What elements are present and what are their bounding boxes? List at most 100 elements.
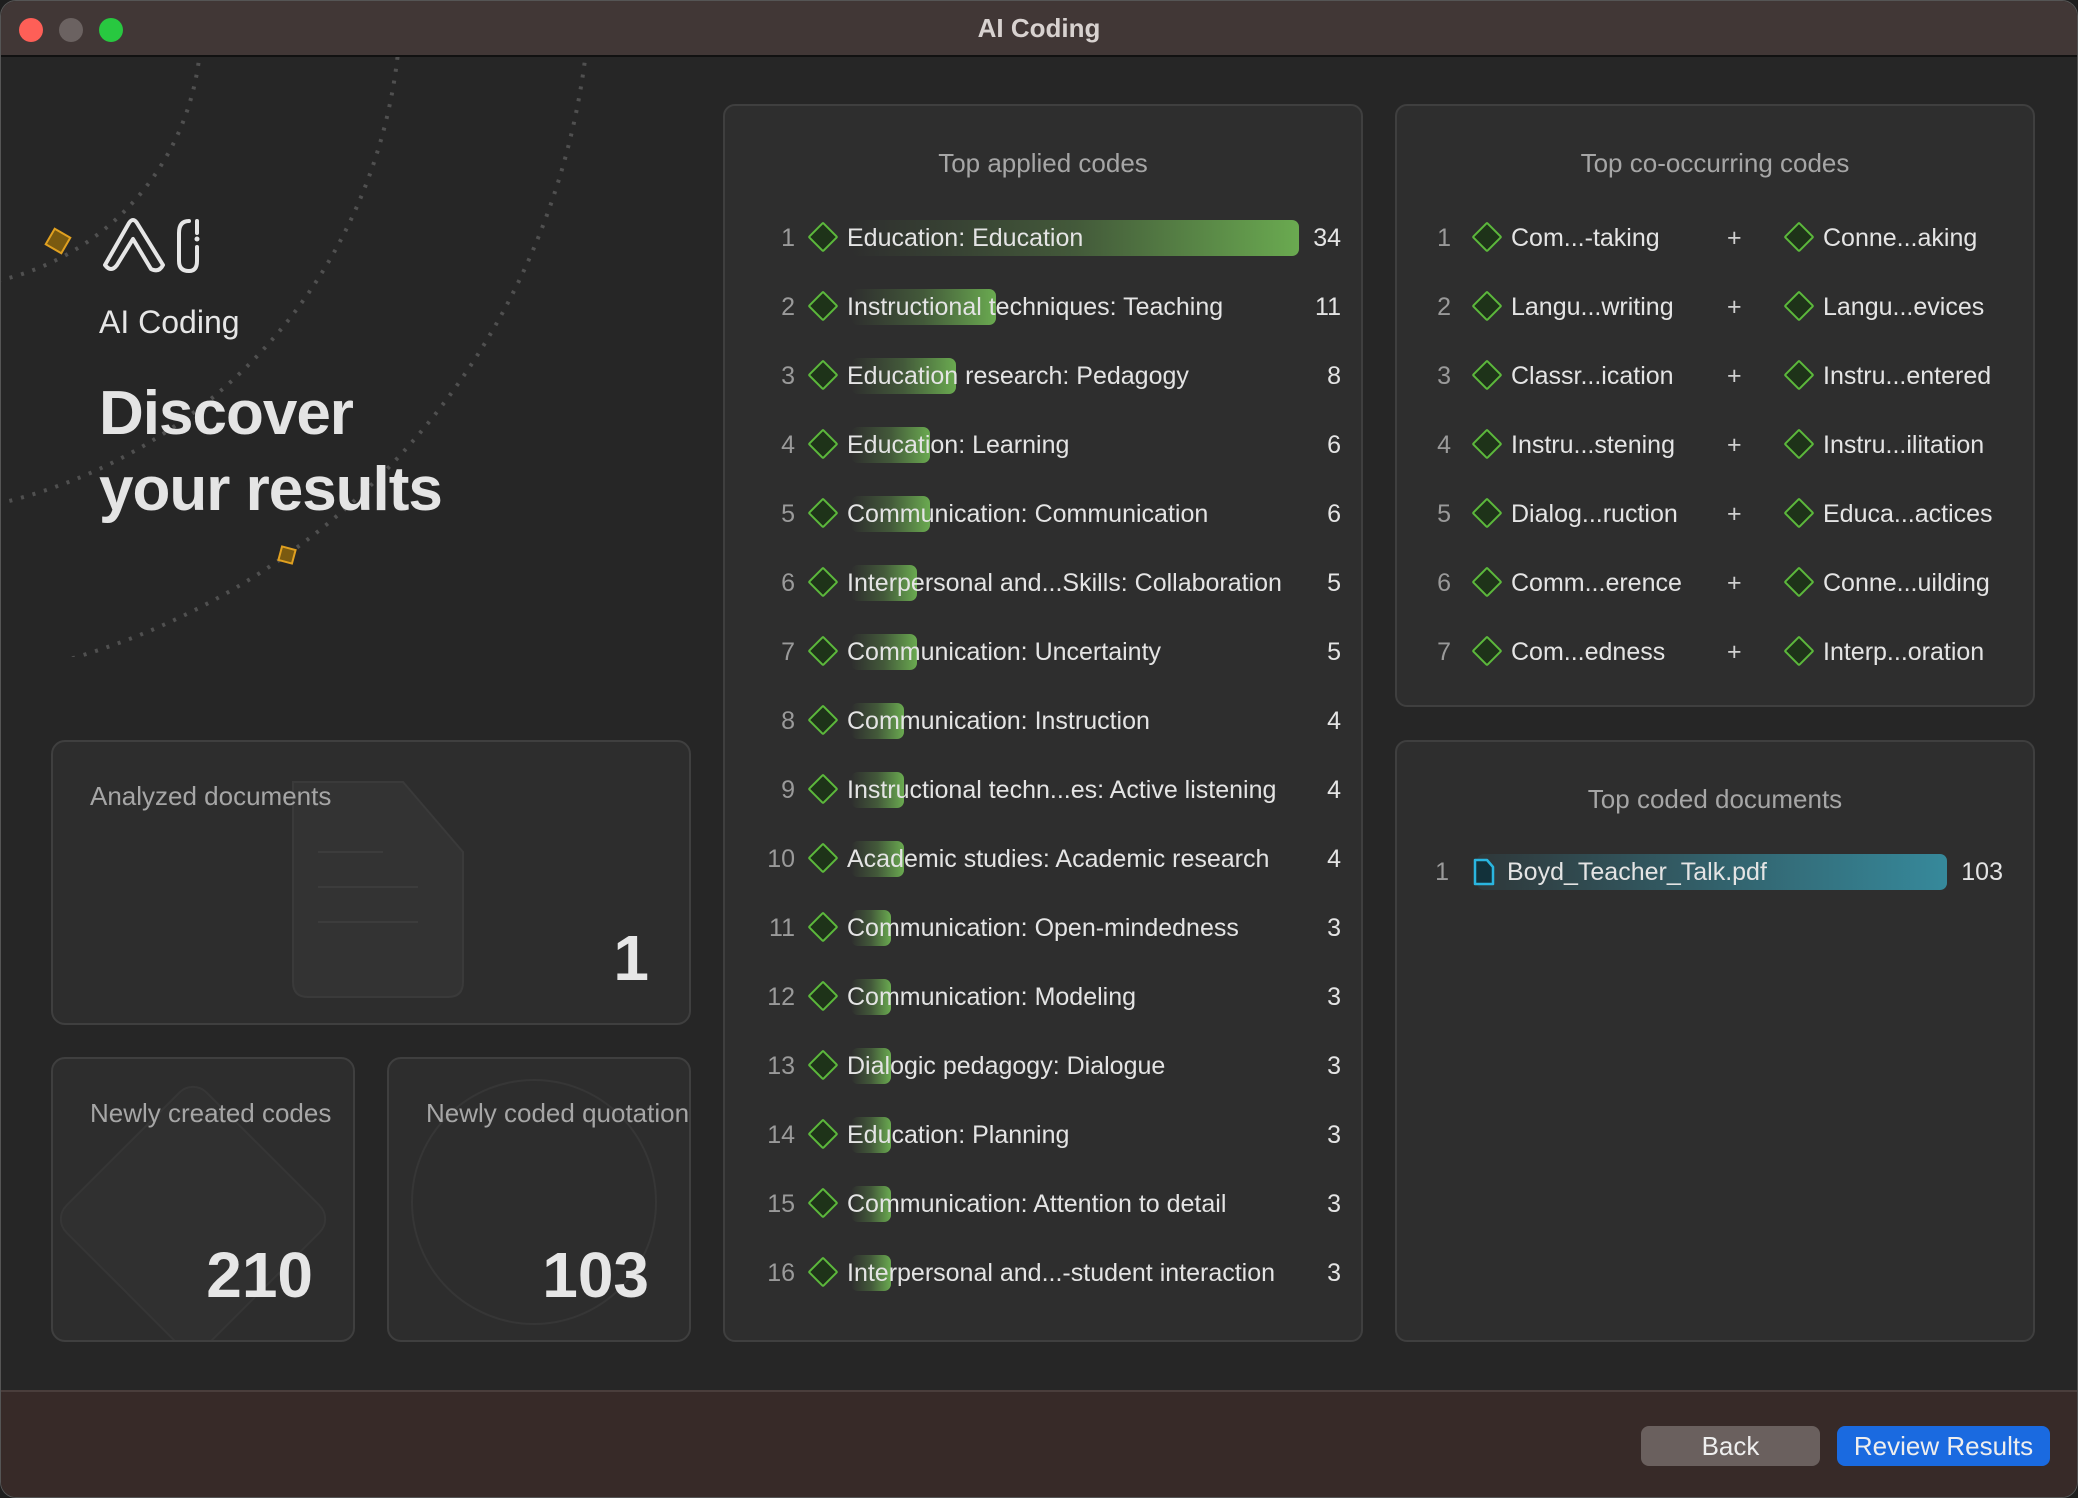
applied-code-row[interactable]: 13 Dialogic pedagogy: Dialogue 3 [725, 1046, 1361, 1086]
code-name: Instru...entered [1823, 362, 1992, 390]
rank-number: 6 [781, 569, 795, 597]
count-bar [851, 1255, 891, 1291]
code-diamond-icon [1471, 635, 1503, 667]
applied-code-row[interactable]: 8 Communication: Instruction 4 [725, 701, 1361, 741]
code-diamond-icon [807, 221, 839, 253]
rank-number: 11 [769, 914, 795, 942]
applied-code-row[interactable]: 16 Interpersonal and...-student interact… [725, 1253, 1361, 1293]
top-cooccurring-codes-panel: Top co-occurring codes 1 Com...-taking +… [1395, 104, 2035, 707]
stat-value: 103 [542, 1239, 649, 1311]
quote-icon [411, 1079, 657, 1325]
code-diamond-icon [807, 290, 839, 322]
code-diamond-icon [1471, 497, 1503, 529]
applied-code-row[interactable]: 2 Instructional techniques: Teaching 11 [725, 287, 1361, 327]
code-diamond-icon [807, 635, 839, 667]
stat-label: Analyzed documents [90, 781, 332, 811]
applied-code-row[interactable]: 1 Education: Education 34 [725, 218, 1361, 258]
window-title: AI Coding [977, 13, 1101, 43]
cooccurrence-row[interactable]: 7 Com...edness + Interp...oration [1397, 632, 2033, 672]
applied-code-row[interactable]: 3 Education research: Pedagogy 8 [725, 356, 1361, 396]
brand-name: AI Coding [99, 304, 240, 340]
count-bar [851, 358, 957, 394]
applied-code-row[interactable]: 11 Communication: Open-mindedness 3 [725, 908, 1361, 948]
plus-sign: + [1727, 638, 1742, 666]
code-name: Communication: Uncertainty [847, 638, 1162, 666]
code-name: Education: Education [847, 224, 1084, 252]
count-bar [851, 910, 891, 946]
code-diamond-icon [1783, 221, 1815, 253]
code-count: 5 [1327, 569, 1341, 597]
cooccurrence-row[interactable]: 4 Instru...stening + Instru...ilitation [1397, 425, 2033, 465]
ai-coding-logo-icon [103, 218, 200, 273]
code-diamond-icon [807, 359, 839, 391]
applied-code-row[interactable]: 4 Education: Learning 6 [725, 425, 1361, 465]
footer-bar: Back Review Results [1, 1390, 2077, 1497]
code-count: 8 [1327, 362, 1341, 390]
decorative-orbits [1, 57, 588, 657]
code-name: Communication: Attention to detail [847, 1190, 1227, 1218]
rank-number: 12 [767, 983, 795, 1011]
applied-code-row[interactable]: 10 Academic studies: Academic research 4 [725, 839, 1361, 879]
panel-title: Top applied codes [938, 148, 1148, 178]
applied-code-row[interactable]: 7 Communication: Uncertainty 5 [725, 632, 1361, 672]
count-bar [851, 1048, 891, 1084]
plus-sign: + [1727, 362, 1742, 390]
rank-number: 3 [781, 362, 795, 390]
minimize-window-button[interactable] [59, 18, 83, 42]
code-diamond-icon [1471, 221, 1503, 253]
cooccurrence-row[interactable]: 5 Dialog...ruction + Educa...actices [1397, 494, 2033, 534]
code-diamond-icon [1783, 566, 1815, 598]
document-row[interactable]: 1 Boyd_Teacher_Talk.pdf 103 [1397, 852, 2033, 892]
title-bar: AI Coding [1, 1, 2077, 57]
code-diamond-icon [807, 1187, 839, 1219]
code-name: Communication: Open-mindedness [847, 914, 1239, 942]
cooccurrence-row[interactable]: 6 Comm...erence + Conne...uilding [1397, 563, 2033, 603]
close-window-button[interactable] [19, 18, 43, 42]
code-count: 11 [1315, 293, 1341, 321]
applied-code-row[interactable]: 6 Interpersonal and...Skills: Collaborat… [725, 563, 1361, 603]
cooccurrence-row[interactable]: 3 Classr...ication + Instru...entered [1397, 356, 2033, 396]
plus-sign: + [1727, 224, 1742, 252]
count-bar [851, 220, 1299, 256]
applied-code-row[interactable]: 14 Education: Planning 3 [725, 1115, 1361, 1155]
document-name: Boyd_Teacher_Talk.pdf [1507, 858, 1767, 886]
code-diamond-icon [1471, 566, 1503, 598]
orange-marker-icon [44, 227, 72, 255]
code-name: Instructional techniques: Teaching [847, 293, 1224, 321]
code-name: Education: Planning [847, 1121, 1070, 1149]
rank-number: 1 [781, 224, 795, 252]
newly-created-codes-card: Newly created codes 210 [51, 1057, 355, 1342]
code-name: Academic studies: Academic research [847, 845, 1270, 873]
code-name: Education research: Pedagogy [847, 362, 1189, 390]
applied-code-row[interactable]: 15 Communication: Attention to detail 3 [725, 1184, 1361, 1224]
plus-sign: + [1727, 293, 1742, 321]
zoom-window-button[interactable] [99, 18, 123, 42]
review-results-button[interactable]: Review Results [1837, 1426, 2050, 1466]
code-diamond-icon [1783, 290, 1815, 322]
applied-code-row[interactable]: 9 Instructional techn...es: Active liste… [725, 770, 1361, 810]
code-name: Conne...uilding [1823, 569, 1990, 597]
cooccurrence-row[interactable]: 1 Com...-taking + Conne...aking [1397, 218, 2033, 258]
count-bar [851, 772, 904, 808]
stat-label: Newly coded quotations [426, 1098, 691, 1128]
code-name: Communication: Instruction [847, 707, 1150, 735]
code-name: Interpersonal and...-student interaction [847, 1259, 1276, 1287]
panel-title: Top coded documents [1587, 784, 1843, 814]
code-diamond-icon [1471, 428, 1503, 460]
code-name: Communication: Modeling [847, 983, 1137, 1011]
cooccurrence-row[interactable]: 2 Langu...writing + Langu...evices [1397, 287, 2033, 327]
applied-code-row[interactable]: 12 Communication: Modeling 3 [725, 977, 1361, 1017]
back-button[interactable]: Back [1641, 1426, 1820, 1466]
code-count: 5 [1327, 638, 1341, 666]
code-diamond-icon [807, 980, 839, 1012]
applied-code-row[interactable]: 5 Communication: Communication 6 [725, 494, 1361, 534]
rank-number: 5 [781, 500, 795, 528]
page-headline: Discover your results [99, 376, 443, 528]
code-count: 4 [1327, 845, 1341, 873]
code-count: 3 [1327, 1052, 1341, 1080]
code-diamond-icon [807, 1049, 839, 1081]
panel-title: Top co-occurring codes [1580, 148, 1850, 178]
code-name: Com...edness [1511, 638, 1666, 666]
rank-number: 5 [1437, 500, 1451, 528]
code-name: Dialogic pedagogy: Dialogue [847, 1052, 1166, 1080]
